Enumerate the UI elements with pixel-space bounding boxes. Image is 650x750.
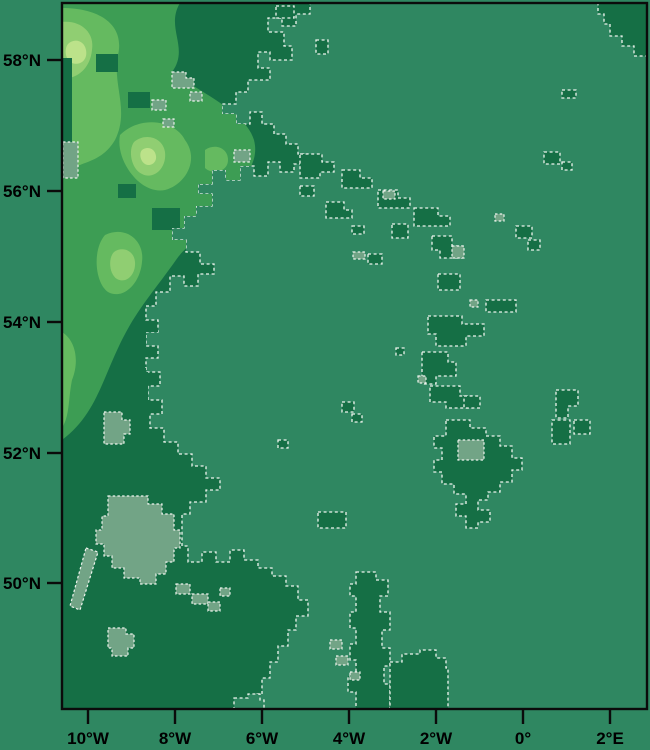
- y-axis-tick-label: 54°N: [3, 313, 41, 332]
- island-lake: [457, 439, 485, 461]
- island: [421, 351, 457, 385]
- lake: [171, 71, 195, 89]
- lake: [151, 99, 167, 111]
- terrain-contour-level-3: [110, 249, 136, 281]
- y-axis: [47, 58, 62, 585]
- lake: [162, 118, 175, 128]
- plot-frame: [60, 1, 649, 711]
- lake: [191, 593, 209, 605]
- x-axis-labels: 10°W 8°W 6°W 4°W 2°W 0° 2°E: [67, 729, 624, 748]
- terrain-contour-level-4: [65, 40, 87, 64]
- island: [515, 225, 533, 239]
- lake: [189, 91, 203, 102]
- grey-islet: [469, 299, 479, 308]
- island: [485, 299, 517, 313]
- y-axis-tick-label: 58°N: [3, 51, 41, 70]
- island: [325, 201, 353, 219]
- x-axis-tick-label: 10°W: [67, 729, 110, 748]
- lake: [69, 547, 99, 611]
- terrain-lowland-patch: [96, 54, 118, 72]
- terrain-contour-level-2: [205, 146, 228, 172]
- island: [351, 413, 363, 423]
- terrain-contour-level-2: [62, 332, 76, 428]
- island: [277, 439, 289, 449]
- terrain-contour-level-4: [140, 148, 157, 166]
- map-plot-area: [62, 3, 647, 709]
- northeast-landmass: [597, 3, 647, 57]
- y-axis-tick-label: 56°N: [3, 182, 41, 201]
- lake: [107, 627, 135, 657]
- island: [315, 39, 329, 55]
- lake: [382, 190, 396, 200]
- grey-islet: [451, 245, 465, 259]
- island: [395, 347, 405, 356]
- island: [341, 169, 373, 189]
- x-axis-tick-label: 2°W: [420, 729, 453, 748]
- large-island: [433, 419, 523, 529]
- terrain-contours: [62, 3, 256, 440]
- lake: [233, 149, 251, 163]
- y-axis-tick-label: 50°N: [3, 574, 41, 593]
- island: [367, 253, 383, 265]
- x-axis-tick-label: 2°E: [596, 729, 624, 748]
- island: [561, 89, 577, 99]
- island: [561, 161, 573, 171]
- island: [437, 273, 461, 291]
- lagoon: [95, 495, 181, 585]
- coastal-bay: [233, 693, 265, 709]
- lake: [62, 141, 79, 179]
- x-axis-tick-label: 4°W: [333, 729, 366, 748]
- terrain-lowland-patch: [118, 184, 136, 198]
- lakes: [62, 71, 505, 681]
- terrain-lowland-patch: [128, 92, 150, 108]
- island: [391, 223, 409, 239]
- x-axis-tick-label: 8°W: [159, 729, 192, 748]
- grey-islet: [494, 213, 505, 222]
- terrain-lowland-patch: [118, 368, 148, 402]
- island: [299, 153, 335, 179]
- island: [413, 207, 451, 227]
- grey-islet: [329, 639, 343, 650]
- x-axis-tick-label: 0°: [515, 729, 531, 748]
- y-axis-tick-label: 52°N: [3, 444, 41, 463]
- island: [427, 315, 485, 347]
- grey-islet: [352, 251, 366, 260]
- grey-islet: [349, 671, 361, 681]
- island: [351, 225, 365, 235]
- island: [551, 419, 571, 445]
- island: [341, 401, 355, 413]
- lake: [207, 601, 221, 612]
- x-axis: [86, 709, 612, 724]
- island: [275, 5, 295, 19]
- terrain-lowland-patch: [152, 208, 180, 230]
- southern-coast-block: [389, 649, 449, 709]
- lagoon: [103, 411, 131, 445]
- x-axis-tick-label: 6°W: [246, 729, 279, 748]
- island: [317, 511, 347, 529]
- terrain-lowland-patch: [62, 58, 72, 146]
- grey-islet: [417, 375, 427, 384]
- island: [543, 151, 561, 165]
- y-axis-labels: 58°N 56°N 54°N 52°N 50°N: [3, 51, 41, 593]
- island: [527, 239, 541, 251]
- island: [555, 389, 579, 419]
- island: [463, 395, 481, 409]
- lake: [175, 583, 191, 595]
- lake: [219, 587, 231, 597]
- island: [573, 419, 591, 435]
- island: [299, 185, 315, 197]
- grey-islet: [335, 655, 349, 666]
